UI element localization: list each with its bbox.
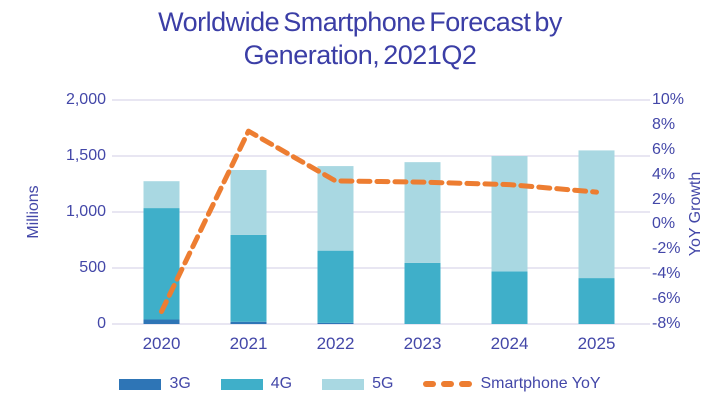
- legend-item-4g: 4G: [220, 375, 293, 393]
- yoy-growth-line: [159, 128, 599, 315]
- x-axis-label-2020: 2020: [142, 334, 181, 353]
- right-axis-tick: -2%: [652, 240, 681, 258]
- x-axis-label-2021: 2021: [229, 334, 268, 353]
- legend-swatch-3g: [119, 378, 162, 390]
- bar-segment-4g-2022: [317, 250, 354, 323]
- x-axis-label-2024: 2024: [490, 334, 529, 353]
- x-axis-label-2023: 2023: [403, 334, 442, 353]
- legend-label-5g: 5G: [372, 375, 394, 392]
- chart-title-line-1: Worldwide Smartphone Forecast by: [158, 7, 562, 37]
- bar-segment-3g-2020: [143, 319, 180, 324]
- legend-item-5g: 5G: [322, 375, 393, 393]
- legend-label-4g: 4G: [270, 375, 293, 392]
- bar-segment-4g-2024: [491, 271, 528, 324]
- legend-label-3g: 3G: [169, 375, 191, 392]
- left-axis-tick: 2,000: [65, 91, 106, 108]
- bar-segment-4g-2021: [230, 234, 267, 322]
- right-axis-tick: 2%: [652, 190, 676, 208]
- right-axis-title: YoY Growth: [687, 171, 704, 257]
- bar-segment-5g-2025: [578, 150, 615, 279]
- bar-segment-3g-2021: [230, 321, 267, 324]
- chart-title-line-2: Generation, 2021Q2: [243, 39, 477, 70]
- bar-segment-5g-2020: [143, 181, 180, 209]
- bar-segment-4g-2020: [143, 208, 180, 320]
- legend-swatch-5g: [322, 378, 365, 390]
- x-axis-label-2025: 2025: [577, 334, 616, 353]
- legend-swatch-4g: [220, 378, 263, 390]
- chart-title: Worldwide Smartphone Forecast by Generat…: [0, 6, 720, 72]
- bar-segment-4g-2025: [578, 278, 615, 324]
- left-axis-tick: 1,500: [65, 147, 106, 164]
- legend-swatch-yoy-dashes: [423, 381, 473, 387]
- legend: 3G 4G 5G Smartphone YoY: [0, 375, 720, 393]
- x-axis-label-2022: 2022: [316, 334, 355, 353]
- right-axis-tick: 6%: [652, 140, 676, 158]
- bar-segment-5g-2024: [491, 156, 528, 272]
- left-axis-tick: 1,000: [65, 203, 106, 220]
- right-axis-tick: -4%: [652, 265, 681, 283]
- right-axis-tick: 0%: [652, 215, 676, 233]
- left-axis-tick: 500: [79, 259, 106, 276]
- right-axis-tick: 10%: [652, 91, 685, 108]
- left-axis-title: Millions: [25, 185, 42, 239]
- legend-item-3g: 3G: [119, 375, 191, 393]
- right-axis-tick: -8%: [652, 315, 681, 332]
- bar-segment-5g-2021: [230, 170, 267, 235]
- bar-segment-4g-2023: [404, 262, 441, 324]
- legend-label-yoy: Smartphone YoY: [480, 375, 601, 392]
- bar-segment-3g-2022: [317, 322, 354, 324]
- bar-segment-5g-2023: [404, 162, 441, 263]
- left-axis-tick: 0: [97, 315, 106, 332]
- right-axis-tick: 8%: [652, 115, 676, 133]
- right-axis-tick: 4%: [652, 165, 676, 183]
- right-axis-tick: -6%: [652, 290, 681, 308]
- legend-item-yoy: Smartphone YoY: [423, 375, 601, 393]
